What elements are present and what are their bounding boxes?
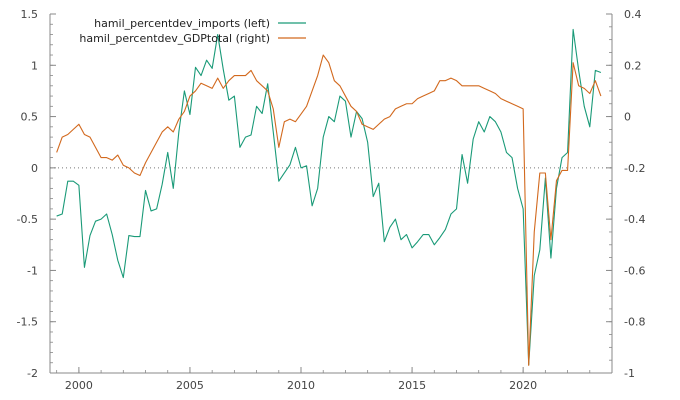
axes-layer: -2 -1.5 -1 -0.5 0 0.5 1 1.5 -1 -0.8 -0.6 -0.4 -0.2 0 0… [17,8,646,392]
left-tick-label: -1 [27,264,38,277]
series-line-imports [56,28,602,366]
x-tick-label: 2015 [398,379,426,392]
right-tick-label: -0.8 [624,316,645,329]
x-tick-label: 2010 [287,379,315,392]
series-line-gdp [56,54,602,366]
legend-label-imports: hamil_percentdev_imports (left) [94,17,270,30]
left-tick-label: 0 [31,162,38,175]
left-tick-label: 1.5 [21,8,39,21]
right-tick-label: -1 [624,367,635,380]
legend: hamil_percentdev_imports (left) hamil_pe… [79,17,306,45]
left-tick-label: -0.5 [17,213,38,226]
right-tick-label: -0.2 [624,162,645,175]
left-tick-label: -2 [27,367,38,380]
right-tick-label: -0.4 [624,213,645,226]
right-tick-label: -0.6 [624,264,645,277]
right-tick-label: 0.4 [624,8,642,21]
left-tick-label: 0.5 [21,111,39,124]
right-tick-label: 0 [624,111,631,124]
x-tick-label: 2000 [65,379,93,392]
x-tick-label: 2005 [176,379,204,392]
left-tick-label: 1 [31,59,38,72]
right-tick-label: 0.2 [624,59,642,72]
legend-label-gdp: hamil_percentdev_GDPtotal (right) [79,32,270,45]
x-tick-label: 2020 [509,379,537,392]
left-tick-label: -1.5 [17,316,38,329]
series-layer [56,28,602,366]
